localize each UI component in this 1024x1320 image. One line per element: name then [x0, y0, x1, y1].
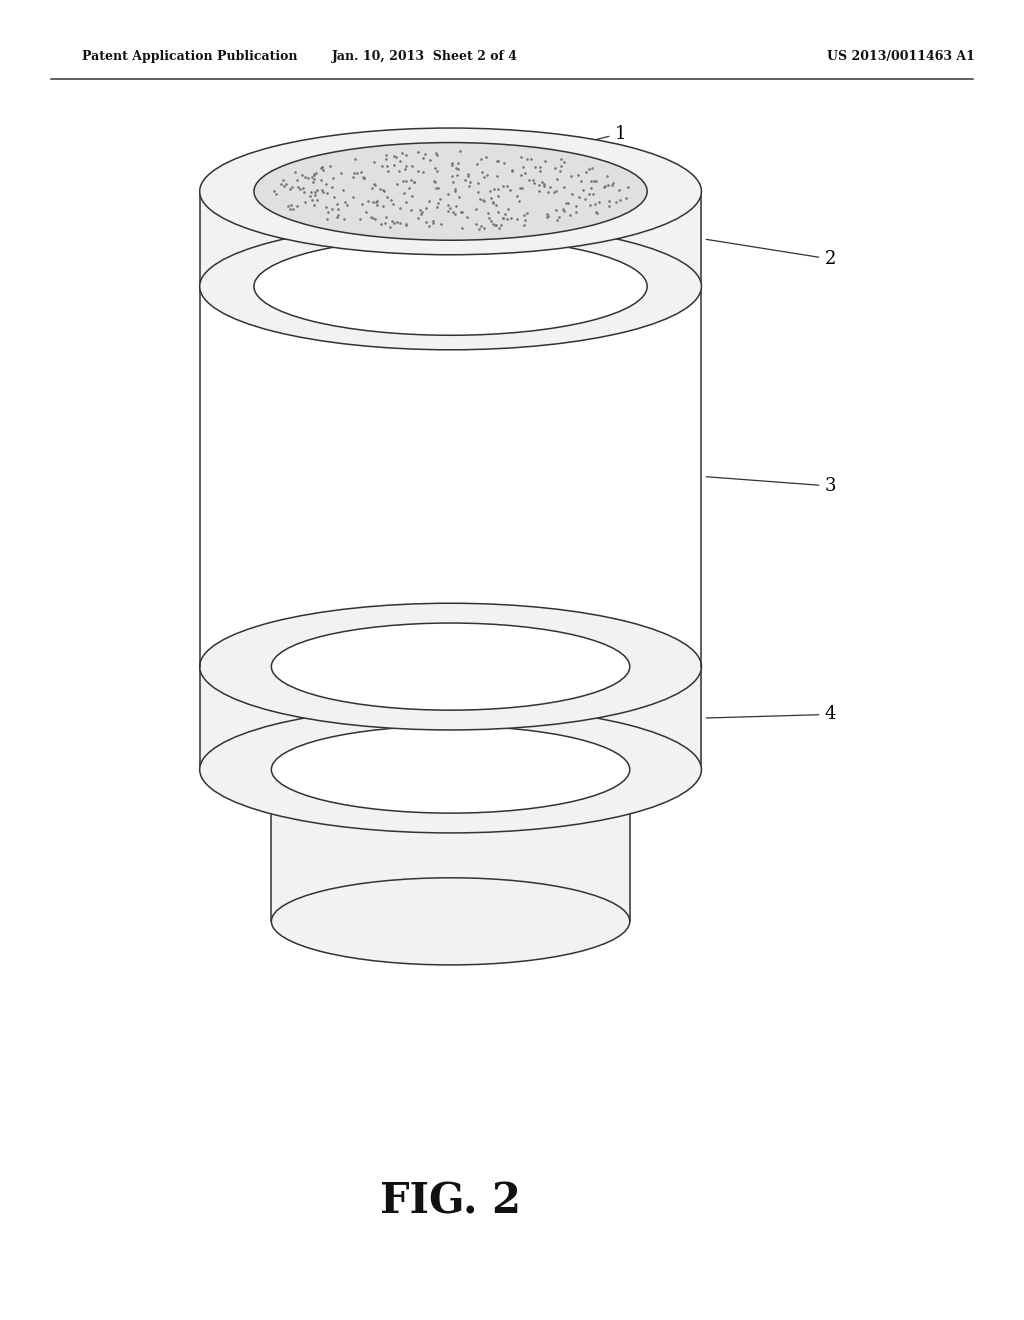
Ellipse shape	[254, 238, 647, 335]
Text: 2: 2	[707, 239, 836, 268]
Ellipse shape	[200, 223, 701, 350]
Ellipse shape	[254, 143, 647, 240]
Polygon shape	[200, 667, 701, 770]
Text: 3: 3	[707, 477, 836, 495]
Text: Jan. 10, 2013  Sheet 2 of 4: Jan. 10, 2013 Sheet 2 of 4	[332, 50, 518, 63]
Polygon shape	[271, 770, 630, 921]
Text: 4: 4	[707, 705, 836, 723]
Ellipse shape	[271, 726, 630, 813]
Ellipse shape	[271, 878, 630, 965]
Text: Patent Application Publication: Patent Application Publication	[82, 50, 297, 63]
Polygon shape	[200, 191, 701, 286]
Ellipse shape	[200, 706, 701, 833]
Ellipse shape	[271, 726, 630, 813]
Text: 1: 1	[495, 124, 626, 165]
Ellipse shape	[200, 128, 701, 255]
Text: US 2013/0011463 A1: US 2013/0011463 A1	[827, 50, 975, 63]
Text: FIG. 2: FIG. 2	[380, 1180, 521, 1222]
Ellipse shape	[200, 603, 701, 730]
Ellipse shape	[271, 623, 630, 710]
